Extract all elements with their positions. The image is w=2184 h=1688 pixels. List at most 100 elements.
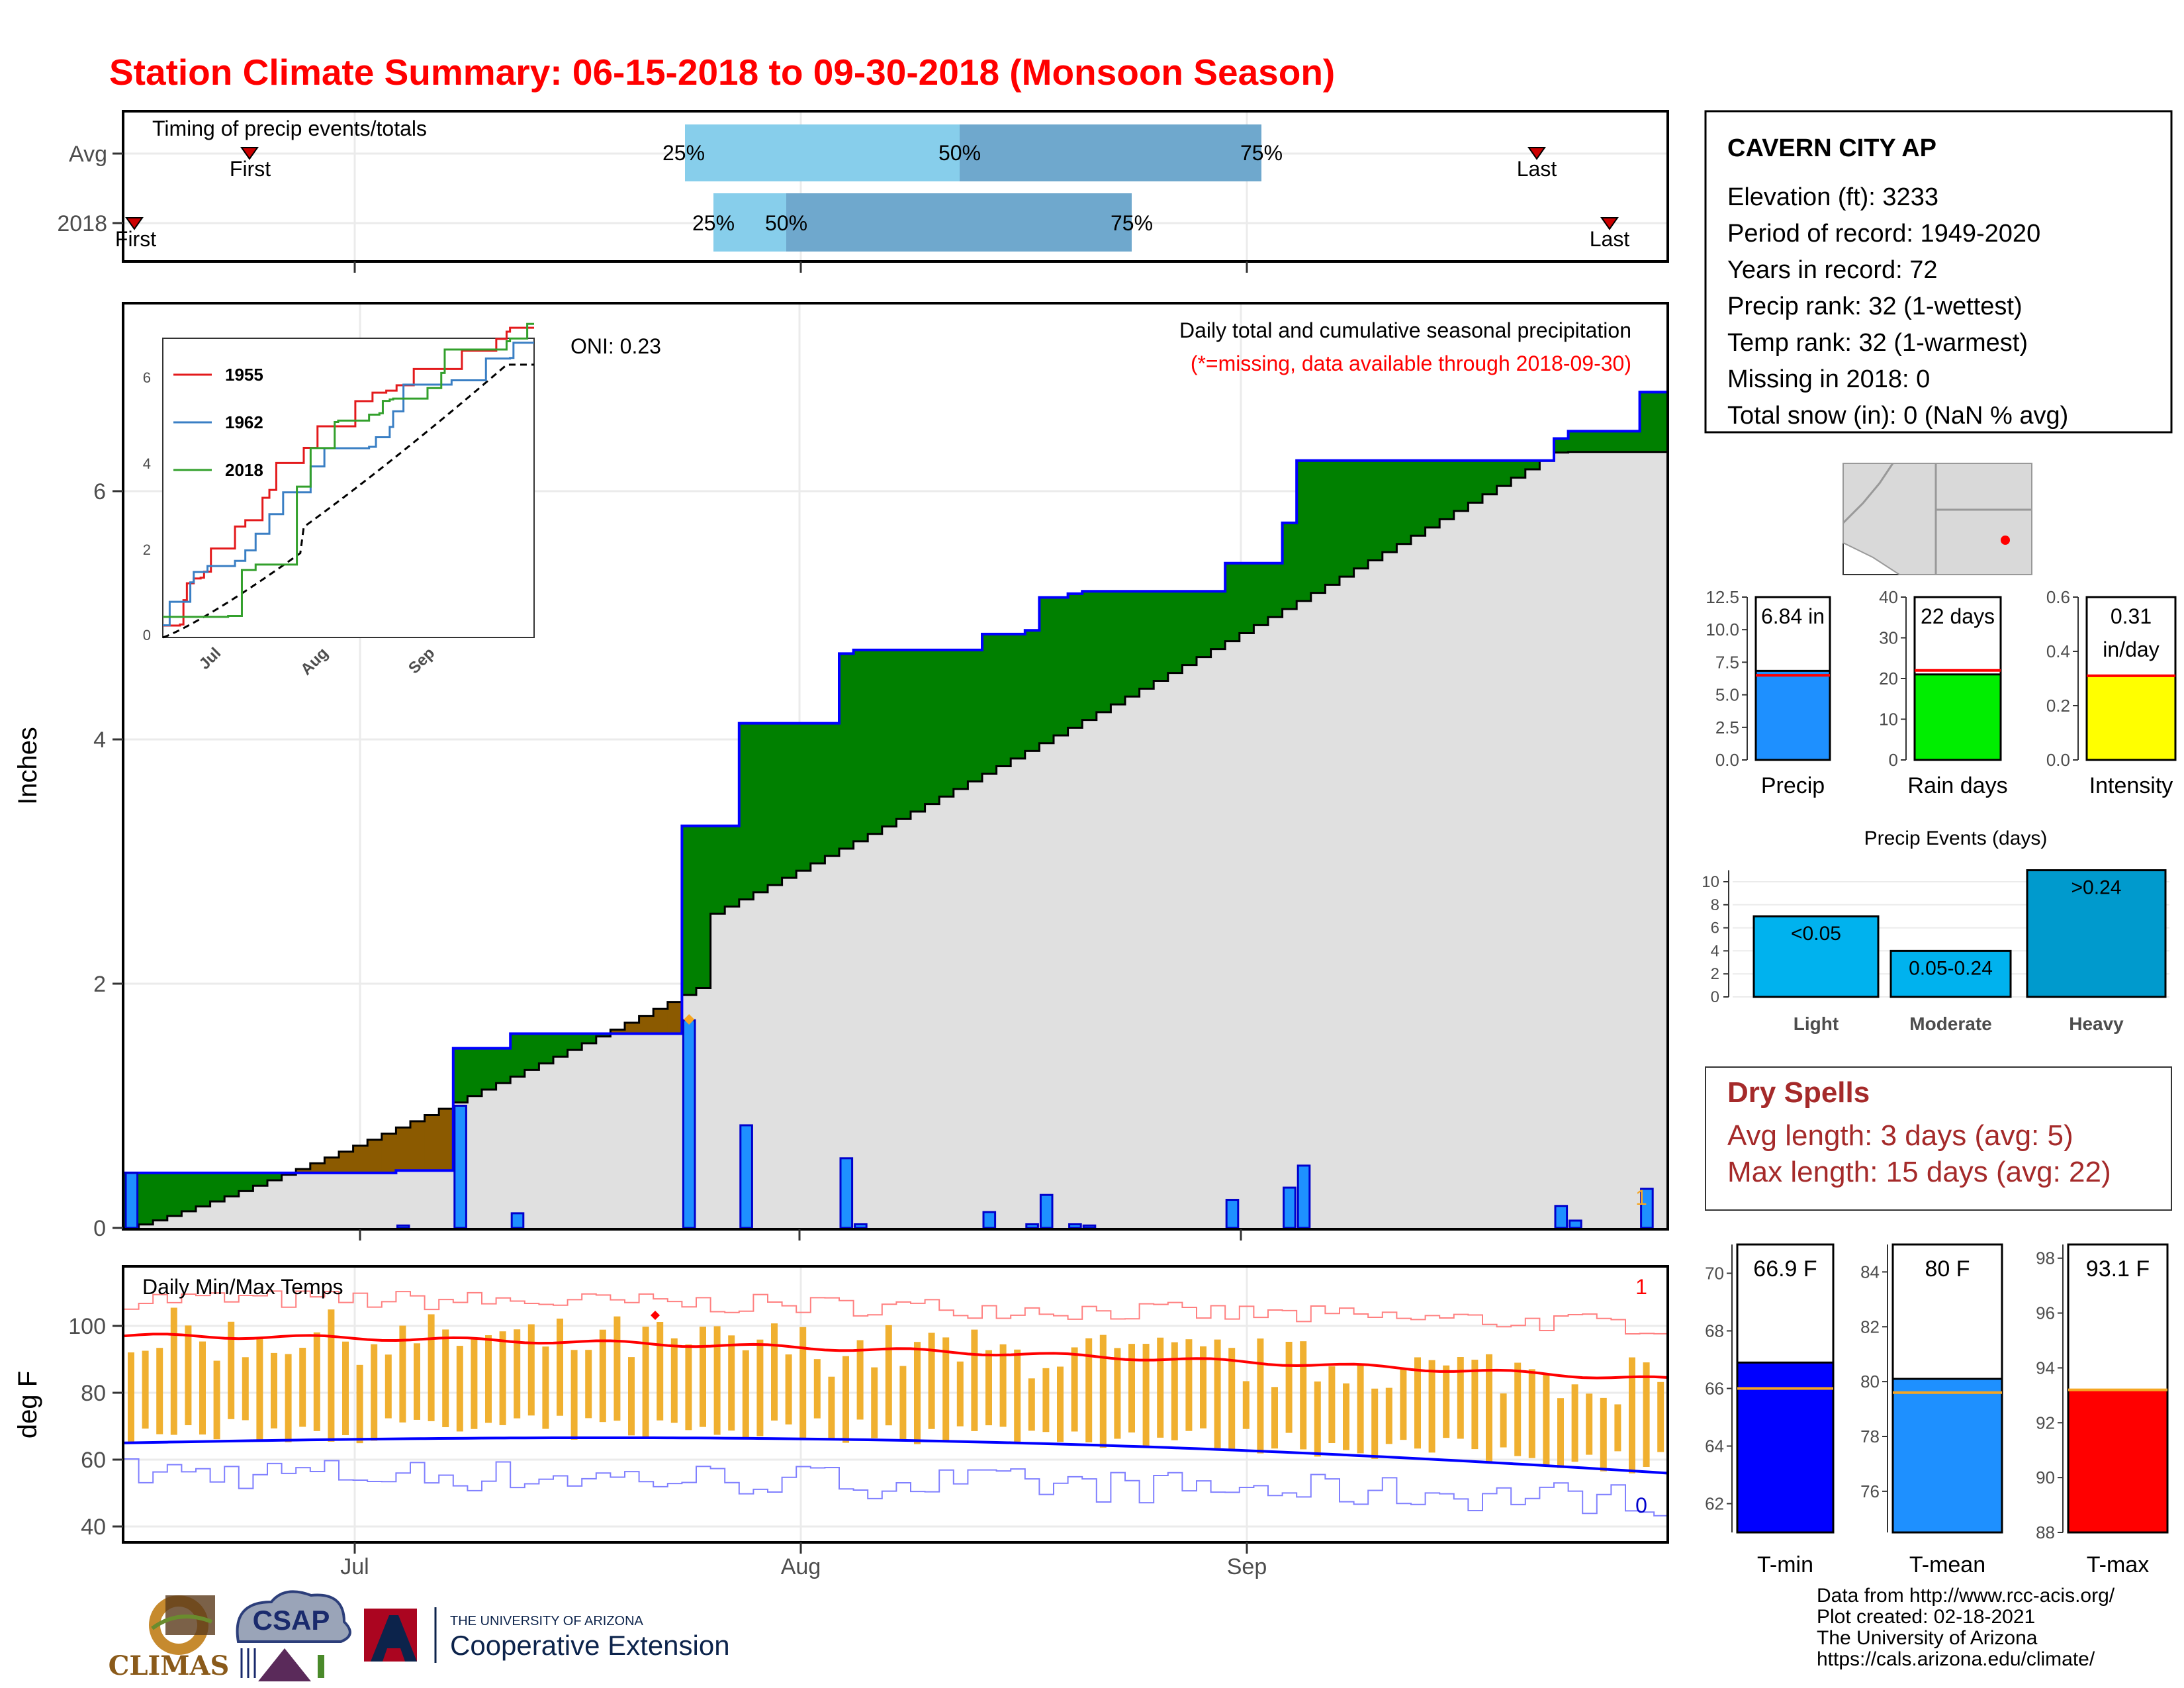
events-bar-label: 0.05-0.24 [1909, 957, 1993, 979]
above-avg-fill [1297, 460, 1312, 601]
daily-temp-bar [785, 1354, 792, 1425]
above-avg-fill [1039, 597, 1054, 743]
above-avg-fill [1582, 431, 1598, 452]
daily-temp-bar [385, 1354, 392, 1419]
mini-name-label: Rain days [1907, 773, 2007, 798]
daily-temp-bar [213, 1360, 220, 1440]
daily-temp-bar [956, 1361, 964, 1427]
mini-ytick-label: 10 [1879, 710, 1898, 729]
below-avg-fill [381, 1133, 396, 1173]
mini-ytick-label: 40 [1879, 587, 1898, 607]
below-avg-fill [310, 1163, 325, 1173]
temps-xtick-aug: Aug [781, 1554, 821, 1579]
avg-q25-label: 25% [662, 141, 705, 165]
daily-temp-bar [557, 1318, 563, 1416]
station-line: Temp rank: 32 (1-warmest) [1727, 329, 2028, 357]
inset-ytick: 4 [143, 455, 151, 472]
daily-temp-bar [799, 1327, 807, 1440]
daily-temp-bar [1443, 1365, 1450, 1438]
inset-legend-1955: 1955 [225, 365, 263, 385]
daily-temp-bar [356, 1364, 363, 1444]
daily-temp-bar [185, 1325, 192, 1425]
daily-temp-bar [657, 1322, 664, 1421]
inset-series-1962 [163, 342, 534, 627]
dry-spells-title: Dry Spells [1727, 1076, 1870, 1109]
inset-chart: 0 2 4 6 Jul Aug Sep 1955 1962 2018 [143, 322, 535, 679]
daily-temp-bar [442, 1329, 449, 1427]
daily-temp-bar [700, 1327, 706, 1427]
below-avg-fill [610, 1029, 625, 1034]
daily-temp-bar [1543, 1373, 1550, 1466]
max-precip-marker [684, 1014, 695, 1025]
below-avg-fill [339, 1151, 354, 1173]
temps-xtick-sep: Sep [1227, 1554, 1267, 1579]
events-bar-label: <0.05 [1791, 923, 1841, 945]
above-avg-fill [796, 723, 811, 871]
temp-ytick-label: 94 [2036, 1358, 2055, 1378]
daily-temp-bar [599, 1329, 606, 1423]
events-bar [1889, 949, 2012, 998]
daily-temp-bar [428, 1314, 435, 1421]
above-avg-fill [267, 1172, 283, 1180]
daily-precip-bar [510, 1212, 525, 1228]
above-avg-fill [1096, 591, 1111, 712]
daily-temp-bar [1157, 1337, 1164, 1438]
station-line: Missing in 2018: 0 [1727, 365, 1930, 393]
temps-grid [124, 1268, 1666, 1541]
y2018-q50-label: 50% [765, 211, 807, 235]
daily-temp-bar [1099, 1335, 1107, 1448]
y2018-q50-q75-bar [786, 193, 1132, 252]
daily-precip-bar [982, 1211, 997, 1228]
footer-line: Plot created: 02-18-2021 [1817, 1606, 2035, 1628]
ua-line1: THE UNIVERSITY OF ARIZONA [450, 1614, 644, 1628]
avg-q75-label: 75% [1240, 141, 1283, 165]
above-avg-fill [1210, 591, 1226, 649]
avg-q25-q50-bar [685, 124, 960, 181]
station-info-box: CAVERN CITY AP Elevation (ft): 3233 Peri… [1704, 110, 2173, 434]
above-avg-fill [539, 1033, 554, 1064]
daily-precip-bar [839, 1157, 854, 1228]
temp-name-label: T-min [1757, 1552, 1813, 1577]
station-line: Years in record: 72 [1727, 256, 1938, 284]
above-avg-fill [1282, 522, 1297, 610]
above-avg-fill [1225, 563, 1240, 641]
above-avg-fill [996, 633, 1011, 767]
daily-temp-bar [871, 1367, 878, 1438]
above-avg-fill [825, 723, 840, 857]
above-avg-fill [1325, 460, 1340, 585]
above-avg-fill [1310, 460, 1326, 593]
daily-temp-bar [999, 1344, 1007, 1427]
below-avg-fill [396, 1127, 411, 1171]
temp-ytick-label: 76 [1860, 1481, 1880, 1501]
timing-row-avg: Avg [69, 142, 107, 167]
precip-annotation: Daily total and cumulative seasonal prec… [1179, 318, 1631, 342]
above-avg-fill [868, 649, 883, 834]
events-title: Precip Events (days) [1864, 827, 2048, 849]
temp-value-bar [1891, 1378, 2003, 1534]
daily-temp-bar [685, 1344, 692, 1430]
temp-ytick-label: 68 [1705, 1321, 1724, 1341]
events-category-label: Moderate [1909, 1013, 1991, 1034]
mini-ytick-label: 0 [1889, 750, 1898, 770]
daily-temp-bar [328, 1309, 335, 1442]
mini-value-label: 6.84 in [1761, 604, 1825, 628]
avg-first-marker [240, 147, 259, 160]
above-avg-fill [524, 1033, 539, 1070]
above-avg-fill [1382, 460, 1397, 553]
above-avg-fill [1511, 460, 1526, 478]
precip-note: (*=missing, data available through 2018-… [1191, 352, 1631, 375]
timing-xticks [353, 261, 1248, 273]
daily-temp-bar [527, 1324, 535, 1416]
daily-temp-bar [985, 1350, 992, 1426]
daily-temp-bar [1042, 1368, 1050, 1432]
y2018-q25-q50-bar [713, 193, 786, 252]
events-category-label: Light [1794, 1013, 1839, 1034]
daily-temp-bar [1486, 1354, 1492, 1462]
daily-precip-bar [1554, 1205, 1569, 1228]
daily-temp-bar [1071, 1347, 1078, 1432]
above-avg-fill [1482, 460, 1498, 494]
temps-ytick: 60 [81, 1448, 106, 1473]
record-min-line [124, 1458, 1666, 1517]
avg-q50-q75-bar [960, 124, 1261, 181]
daily-precip-bar [453, 1104, 467, 1228]
